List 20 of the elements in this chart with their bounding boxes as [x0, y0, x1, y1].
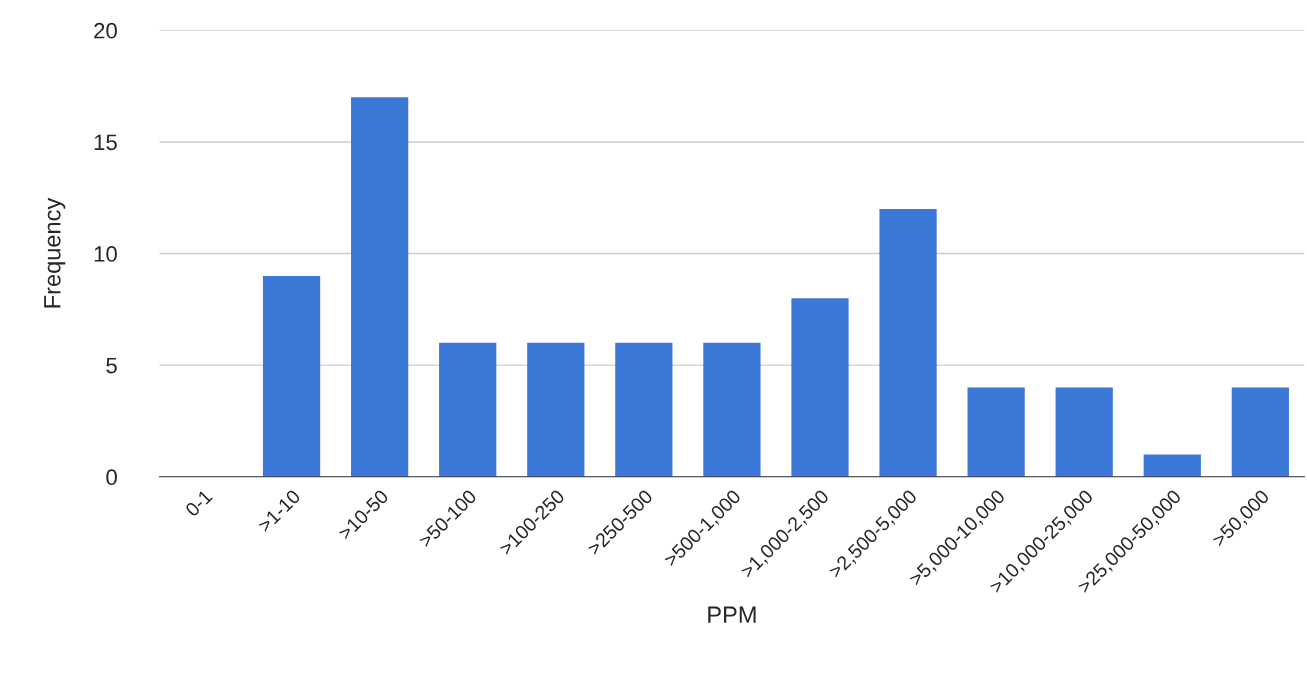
bar [262, 275, 321, 477]
bar [703, 342, 761, 477]
y-tick-label: 5 [106, 357, 117, 374]
y-tick-label: 15 [94, 134, 117, 151]
bar [1143, 454, 1201, 477]
bar [351, 97, 409, 477]
bar [527, 342, 585, 477]
y-axis-title: Frequency [44, 197, 66, 308]
bar [879, 208, 937, 477]
x-axis-title: PPM [708, 606, 756, 623]
bar [1055, 387, 1113, 477]
bar [615, 342, 673, 477]
bar [967, 387, 1025, 477]
bar [1231, 387, 1289, 477]
bar [439, 342, 497, 477]
x-tick-label: 0-1 [184, 488, 213, 518]
y-tick-label: 20 [94, 22, 117, 39]
bar [791, 298, 849, 477]
y-tick-label: 0 [106, 469, 117, 486]
y-tick-label: 10 [94, 246, 117, 262]
